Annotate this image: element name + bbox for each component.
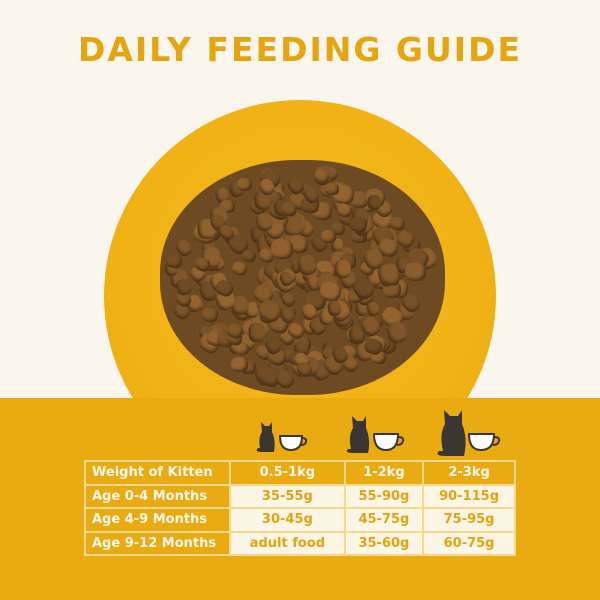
- table-cell: 60-75g: [422, 530, 516, 556]
- header-cell: 1-2kg: [343, 460, 425, 486]
- table-cell: adult food: [229, 530, 346, 556]
- kitten-large-bowl-icon: [437, 410, 501, 456]
- kibble-piece: [248, 322, 266, 342]
- kibble-piece: [230, 260, 249, 278]
- table-cell: 55-90g: [343, 483, 425, 509]
- header-cell: 2-3kg: [422, 460, 516, 486]
- kibble-piece: [334, 259, 352, 279]
- table-cell: 35-60g: [343, 530, 425, 556]
- table-cell: 90-115g: [422, 483, 516, 509]
- table-cell: 30-45g: [229, 507, 346, 533]
- row-label: Age 0-4 Months: [84, 483, 231, 509]
- row-label: Age 9-12 Months: [84, 530, 231, 556]
- table-row: Age 4-9 Months 30-45g 45-75g 75-95g: [84, 507, 516, 533]
- kibble-piece: [241, 248, 258, 264]
- header-cell: Weight of Kitten: [84, 460, 231, 486]
- table-cell: 75-95g: [422, 507, 516, 533]
- table-row: Age 0-4 Months 35-55g 55-90g 90-115g: [84, 483, 516, 509]
- header-cell: 0.5-1kg: [229, 460, 346, 486]
- kibble-image: [160, 160, 445, 395]
- page-title: DAILY FEEDING GUIDE: [77, 30, 523, 69]
- kibble-piece: [368, 195, 382, 211]
- table-row: Age 9-12 Months adult food 35-60g 60-75g: [84, 530, 516, 556]
- kitten-medium-bowl-icon: [346, 416, 405, 453]
- kibble-piece: [326, 299, 342, 317]
- row-label: Age 4-9 Months: [84, 507, 231, 533]
- kibble-piece: [230, 356, 248, 372]
- kitten-small-bowl-icon: [256, 422, 308, 452]
- table-cell: 45-75g: [343, 507, 425, 533]
- feeding-table: Weight of Kitten 0.5-1kg 1-2kg 2-3kg Age…: [84, 460, 516, 556]
- table-cell: 35-55g: [229, 483, 346, 509]
- kibble-piece: [404, 261, 427, 282]
- table-header-row: Weight of Kitten 0.5-1kg 1-2kg 2-3kg: [84, 460, 516, 486]
- kibble-piece: [271, 239, 293, 260]
- kibble-piece: [237, 177, 254, 193]
